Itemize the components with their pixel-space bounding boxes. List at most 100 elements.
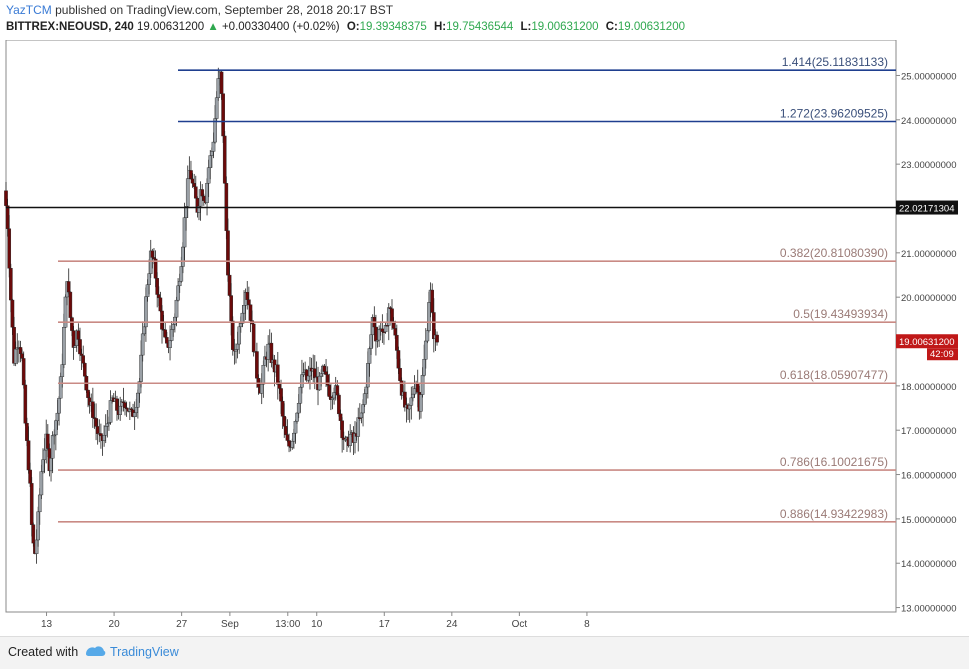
candle-body — [174, 299, 179, 318]
current-price-tag — [896, 334, 958, 349]
y-tick-label: 15.00000000 — [901, 515, 956, 526]
high-value: 19.75436544 — [446, 21, 514, 33]
candle-body — [374, 326, 378, 342]
candle-body — [7, 228, 12, 269]
candle-body — [95, 426, 100, 434]
candle-body — [226, 230, 230, 276]
candle-body — [68, 291, 73, 318]
candle-body — [71, 330, 76, 348]
candle-body — [60, 364, 65, 377]
candle-body — [277, 384, 282, 389]
x-tick-label: 13 — [41, 619, 53, 630]
candle-body — [393, 328, 398, 336]
candle-body — [193, 186, 198, 199]
candle-body — [300, 374, 304, 388]
candle-body — [123, 402, 127, 409]
tradingview-brand-link[interactable]: TradingView — [110, 645, 179, 659]
candle-body — [292, 432, 296, 442]
candle-body — [395, 334, 399, 351]
fib-extension-label: 1.414(25.11831133) — [782, 55, 888, 69]
low-value: 19.00631200 — [531, 21, 599, 33]
tradingview-logo-icon — [86, 646, 106, 656]
author-link[interactable]: YazTCM — [6, 3, 52, 17]
candle-body — [306, 375, 311, 381]
candle-body — [41, 459, 45, 472]
y-tick-label: 25.00000000 — [901, 71, 956, 82]
candle-body — [332, 392, 336, 399]
candle-body — [54, 420, 58, 436]
current-price-label: 19.00631200 — [899, 337, 954, 348]
x-tick-label: 10 — [311, 619, 323, 630]
x-tick-label: Sep — [221, 619, 239, 630]
candle-body — [57, 397, 61, 414]
candle-body — [28, 469, 32, 484]
candle-body — [340, 420, 344, 439]
price-chart[interactable]: 13.00000000 14.00000000 15.00000000 16.0000… — [0, 40, 969, 636]
candle-body — [214, 97, 219, 119]
candle-body — [62, 327, 66, 365]
candle-body — [152, 257, 156, 260]
candle-body — [155, 278, 159, 295]
candle-body — [177, 281, 182, 287]
candle-body — [86, 389, 90, 398]
candle-body — [168, 340, 172, 348]
candle-body — [430, 289, 435, 313]
candle-body — [266, 343, 270, 360]
y-tick-label: 21.00000000 — [901, 249, 956, 260]
candle-body — [39, 471, 44, 496]
close-label: C: — [605, 21, 618, 33]
candle-body — [79, 353, 84, 356]
candle-body — [176, 285, 180, 301]
candle-body — [259, 383, 264, 394]
resistance-price-tag — [896, 200, 958, 215]
candle-body — [247, 299, 251, 305]
candle-body — [319, 373, 324, 377]
candle-body — [160, 310, 164, 330]
x-tick-label: 20 — [109, 619, 121, 630]
y-tick-label: 17.00000000 — [901, 426, 956, 437]
candle-body — [21, 358, 26, 386]
candle-body — [205, 183, 209, 203]
fib-level-label: 0.5(19.43493934) — [793, 307, 888, 321]
candle-body — [13, 348, 18, 364]
candle-body — [10, 299, 15, 328]
candle-body — [396, 350, 401, 369]
candle-body — [208, 155, 213, 168]
candle-body — [81, 355, 85, 364]
y-tick-label: 14.00000000 — [901, 559, 956, 570]
candle-body — [150, 250, 155, 258]
candle-body — [435, 334, 439, 343]
y-tick-label: 13.00000000 — [901, 604, 956, 615]
candle-body — [276, 364, 280, 385]
candle-body — [364, 386, 369, 394]
candle-body — [31, 524, 36, 544]
candle-body — [367, 348, 372, 364]
open-label: O: — [346, 21, 360, 33]
x-tick-label: 8 — [584, 619, 590, 630]
x-tick-label: 13:00 — [275, 619, 300, 630]
candle-body — [83, 363, 87, 377]
countdown-tag — [927, 348, 958, 361]
fib-level-label: 0.786(16.10021675) — [780, 455, 888, 469]
y-tick-label: 20.00000000 — [901, 293, 956, 304]
candle-body — [420, 375, 425, 395]
candle-body — [245, 292, 250, 300]
candle-body — [361, 404, 365, 414]
candle-body — [102, 435, 106, 441]
candle-body — [115, 398, 119, 411]
candle-body — [134, 407, 139, 413]
candle-body — [99, 433, 103, 437]
candle-body — [423, 340, 428, 360]
up-triangle-icon: ▲ — [207, 21, 219, 33]
candle-body — [251, 323, 256, 353]
candle-body — [290, 441, 295, 448]
open-value: 19.39348375 — [359, 21, 427, 33]
candle-body — [293, 421, 298, 434]
candle-body — [185, 178, 190, 207]
candle-body — [327, 384, 332, 397]
candle-body — [234, 349, 238, 352]
x-tick-label: 24 — [446, 619, 458, 630]
candle-body — [280, 400, 285, 417]
candle-body — [181, 246, 185, 267]
candle-body — [58, 376, 63, 399]
